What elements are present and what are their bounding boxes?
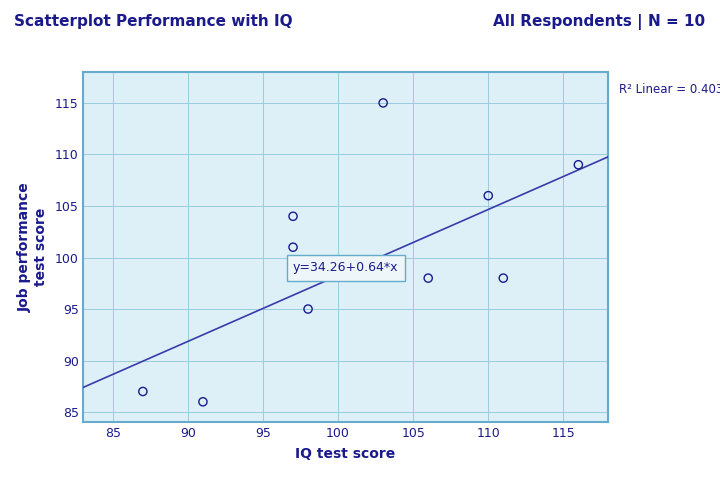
Point — [302, 305, 314, 313]
Text: Scatterplot Performance with IQ: Scatterplot Performance with IQ — [14, 14, 293, 29]
Point — [287, 213, 299, 220]
Point — [287, 243, 299, 251]
Point — [137, 388, 148, 396]
Text: R² Linear = 0.403: R² Linear = 0.403 — [619, 83, 720, 96]
Point — [498, 274, 509, 282]
Point — [482, 192, 494, 200]
Point — [572, 161, 584, 168]
Text: y=34.26+0.64*x: y=34.26+0.64*x — [293, 261, 399, 274]
Point — [423, 274, 434, 282]
Text: All Respondents | N = 10: All Respondents | N = 10 — [493, 14, 706, 30]
X-axis label: IQ test score: IQ test score — [295, 446, 396, 460]
Point — [377, 99, 389, 107]
Y-axis label: Job performance
test score: Job performance test score — [17, 182, 48, 312]
Point — [197, 398, 209, 406]
